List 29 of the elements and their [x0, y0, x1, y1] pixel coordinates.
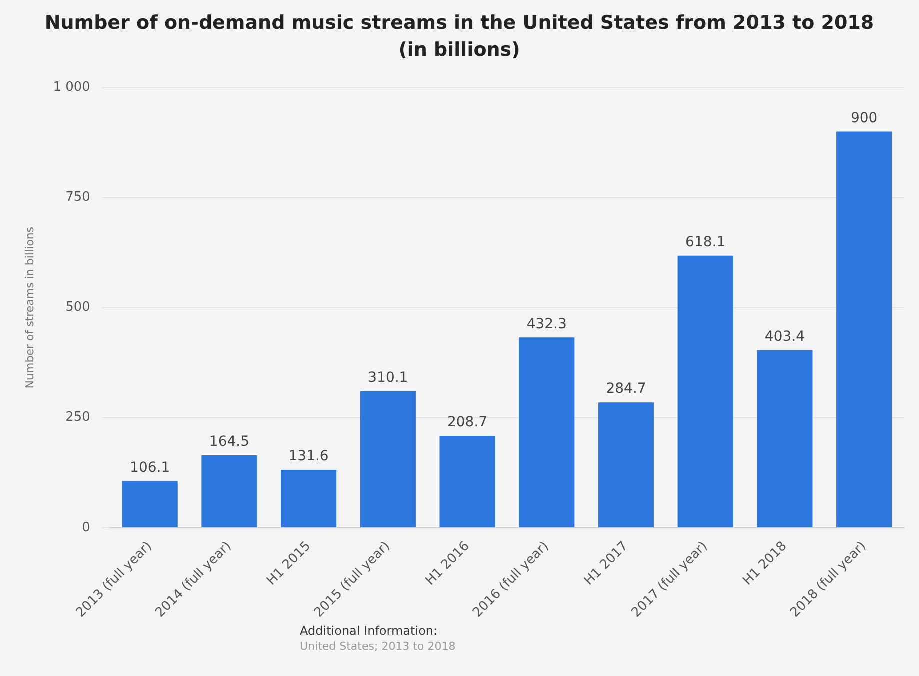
y-axis-title: Number of streams in billions	[23, 226, 36, 389]
data-label: 164.5	[209, 434, 250, 450]
data-label: 208.7	[447, 414, 488, 431]
data-label: 310.1	[368, 370, 408, 386]
bar	[281, 470, 337, 528]
data-label: 131.6	[288, 448, 329, 465]
data-label: 403.4	[764, 328, 806, 345]
y-tick-label: 250	[66, 410, 90, 426]
text: Additional Information:	[300, 624, 439, 638]
y-tick-label: 1 000	[53, 80, 90, 96]
data-label: 284.7	[606, 381, 646, 398]
data-label: 432.3	[526, 316, 567, 332]
bar	[519, 338, 575, 528]
data-label: 618.1	[686, 234, 726, 251]
bar	[122, 481, 178, 528]
bar	[202, 455, 258, 528]
bar	[440, 436, 496, 528]
text: United States; 2013 to 2018	[300, 640, 456, 653]
bar	[360, 391, 416, 528]
bar	[757, 350, 813, 528]
y-tick-label: 0	[82, 520, 90, 536]
y-tick-label: 750	[66, 190, 90, 206]
chart-title: Number of on-demand music streams in the United States from 2013 to 2018 (in billions)	[44, 11, 876, 63]
bar	[678, 256, 734, 528]
data-label: 900	[850, 110, 878, 126]
bar	[836, 132, 892, 528]
bar	[598, 402, 654, 528]
y-tick-label: 500	[66, 300, 90, 316]
data-label: 106.1	[130, 460, 170, 476]
